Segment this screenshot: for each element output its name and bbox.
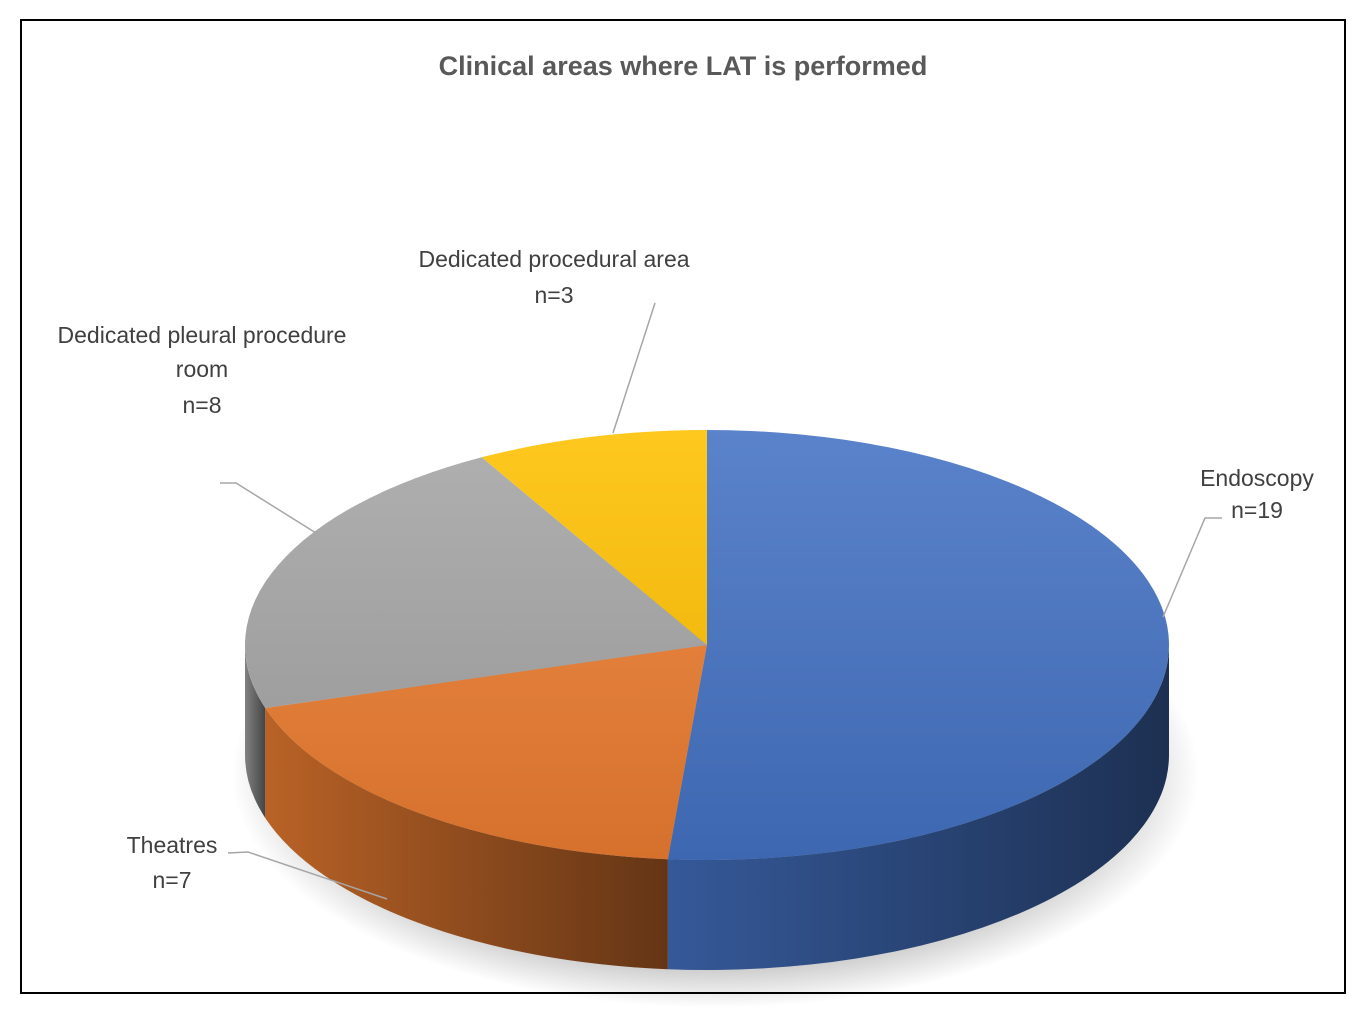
pie-slice-dedicated-pleural-procedure-room — [244, 457, 707, 708]
leader-line-1 — [227, 851, 388, 900]
chart-title: Clinical areas where LAT is performed — [438, 51, 928, 81]
slice-name-label: Dedicated procedural area — [418, 246, 689, 272]
pie-side-1 — [265, 707, 668, 970]
pie-slice-dedicated-procedural-area — [481, 430, 707, 645]
slice-count-label: n=19 — [1231, 497, 1283, 523]
pie-side-2 — [245, 645, 266, 818]
slice-name-label: room — [176, 356, 228, 382]
pie-side-0 — [667, 645, 1169, 970]
slice-name-label: Dedicated pleural procedure — [58, 322, 347, 348]
slice-count-label: n=3 — [534, 282, 573, 308]
slice-name-label: Theatres — [127, 832, 218, 858]
leader-line-3 — [612, 302, 656, 434]
leader-line-0 — [1162, 517, 1222, 618]
slice-count-label: n=8 — [182, 392, 221, 418]
slice-count-label: n=7 — [152, 867, 191, 893]
leader-line-2 — [220, 482, 317, 534]
pie-slice-endoscopy — [667, 430, 1169, 860]
slice-name-label: Endoscopy — [1200, 465, 1314, 491]
pie-slice-theatres — [265, 645, 707, 860]
